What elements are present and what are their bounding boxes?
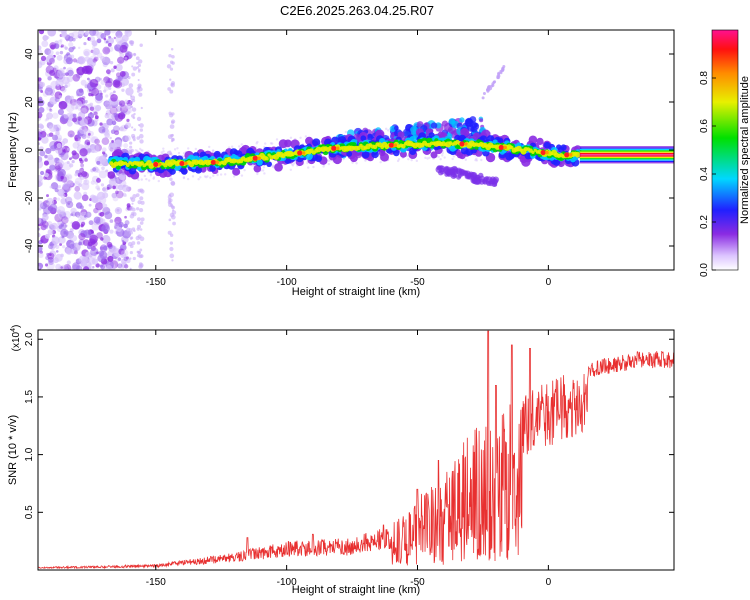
snr-x-tick-label: 0 — [546, 577, 552, 588]
snr-axes: -150 -100 -50 0 0.5 1.0 1.5 2.0 — [24, 330, 674, 588]
snr-x-axis-label: Height of straight line (km) — [292, 584, 420, 596]
spectrogram-axes: -150 -100 -50 0 -40 -20 0 20 40 — [24, 30, 674, 288]
spectrogram-cells — [38, 30, 674, 270]
spectrogram-x-axis-label: Height of straight line (km) — [292, 286, 420, 298]
colorbar: 0.0 0.2 0.4 0.6 0.8 Normalized spectral ampl… — [699, 29, 750, 277]
spectrogram-y-tick-label: 40 — [24, 48, 35, 60]
snr-series-line — [38, 330, 674, 570]
spectrogram-heatmap — [38, 30, 674, 270]
colorbar-frame — [711, 29, 739, 271]
colorbar-tick-label: 0.8 — [699, 71, 710, 85]
spectrogram-y-tick-label: 20 — [24, 96, 35, 108]
colorbar-tick-label: 0.4 — [699, 167, 710, 181]
snr-background — [38, 330, 674, 570]
snr-y-multiplier: (x104) — [10, 325, 22, 352]
snr-x-tick-label: -50 — [410, 577, 425, 588]
snr-x-tick-label: -150 — [146, 577, 166, 588]
colorbar-tick-label: 0.0 — [699, 263, 710, 277]
figure-title: C2E6.2025.263.04.25.R07 — [280, 3, 434, 18]
spectrogram-y-tick-label: -40 — [24, 238, 35, 253]
spectrogram-y-axis-label: Frequency (Hz) — [7, 112, 19, 188]
snr-panel: -150 -100 -50 0 0.5 1.0 1.5 2.0 Height of strai… — [7, 325, 675, 596]
snr-y-tick-label: 0.5 — [24, 505, 35, 519]
colorbar-tick-label: 0.6 — [699, 119, 710, 133]
snr-x-tick-label: -100 — [277, 577, 297, 588]
colorbar-ticks: 0.0 0.2 0.4 0.6 0.8 — [699, 71, 716, 277]
snr-y-axis-label: SNR (10 * v/v) — [7, 415, 19, 485]
spectrogram-y-tick-label: 0 — [24, 147, 35, 153]
spectrogram-x-tick-label: -150 — [146, 277, 166, 288]
snr-y-tick-label: 1.0 — [24, 447, 35, 461]
colorbar-label: Normalized spectral amplitude — [739, 76, 750, 224]
colorbar-gradient — [712, 30, 738, 270]
snr-frame — [37, 329, 675, 571]
spectrogram-panel: -150 -100 -50 0 -40 -20 0 20 40 Height of straig… — [7, 29, 675, 298]
spectrogram-x-tick-label: -50 — [410, 277, 425, 288]
spectrogram-frame — [37, 29, 675, 271]
snr-y-tick-label: 1.5 — [24, 390, 35, 404]
spectrogram-y-tick-label: -20 — [24, 190, 35, 205]
snr-y-tick-label: 2.0 — [24, 332, 35, 346]
spectrogram-x-tick-label: 0 — [546, 277, 552, 288]
colorbar-tick-label: 0.2 — [699, 215, 710, 229]
spectrogram-x-tick-label: -100 — [277, 277, 297, 288]
